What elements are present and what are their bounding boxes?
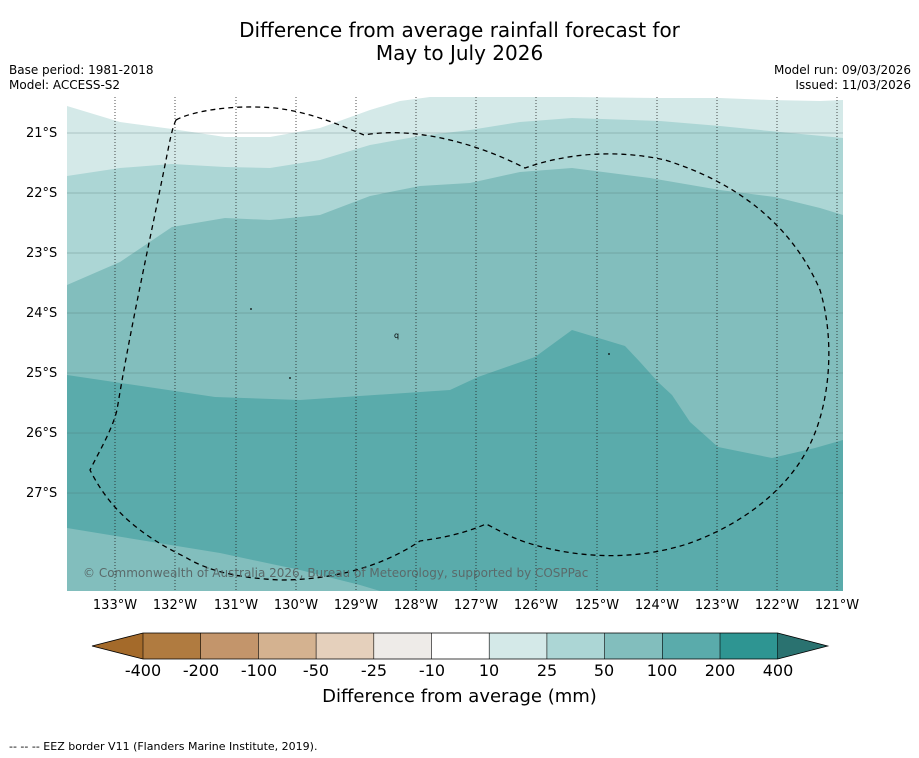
- colorbar-label: -100: [240, 661, 278, 680]
- colorbar-label: -400: [124, 661, 162, 680]
- colorbar-label: 25: [536, 661, 558, 680]
- lon-label-126w: 126°W: [513, 598, 559, 613]
- lat-label-25s: 25°S: [26, 366, 58, 381]
- issued-date: Issued: 11/03/2026: [795, 78, 911, 92]
- lat-label-26s: 26°S: [26, 426, 58, 441]
- colorbar-label: 100: [646, 661, 678, 680]
- colorbar-extend-low: [92, 633, 143, 659]
- colorbar-segment: [662, 633, 721, 659]
- colorbar-extend-high: [777, 633, 828, 659]
- base-period: Base period: 1981-2018: [9, 63, 154, 77]
- lon-label-128w: 128°W: [393, 598, 439, 613]
- lon-label-123w: 123°W: [694, 598, 740, 613]
- eez-footnote: -- -- -- EEZ border V11 (Flanders Marine…: [9, 740, 318, 753]
- model-run: Model run: 09/03/2026: [773, 63, 911, 77]
- colorbar-segment: [258, 633, 317, 659]
- eez-border: [89, 106, 830, 581]
- colorbar-segment: [720, 633, 779, 659]
- lon-label-130w: 130°W: [273, 598, 319, 613]
- colorbar-label: -50: [302, 661, 330, 680]
- lat-label-27s: 27°S: [26, 486, 58, 501]
- lon-label-125w: 125°W: [574, 598, 620, 613]
- colorbar-segment: [546, 633, 606, 659]
- island-label: q: [394, 331, 399, 340]
- colorbar-label: -200: [182, 661, 220, 680]
- island-marks: [250, 308, 610, 379]
- lon-label-133w: 133°W: [92, 598, 138, 613]
- colorbar-segment: [431, 633, 490, 659]
- lat-label-21s: 21°S: [26, 126, 58, 141]
- colorbar-segment: [143, 633, 202, 659]
- colorbar-label: 400: [762, 661, 794, 680]
- meta-right: Model run: 09/03/2026 Issued: 11/03/2026: [774, 63, 911, 93]
- colorbar-segment: [604, 633, 663, 659]
- longitude-gridlines: [114, 97, 838, 591]
- colorbar-label: 200: [704, 661, 736, 680]
- lon-label-131w: 131°W: [213, 598, 259, 613]
- meta-left: Base period: 1981-2018 Model: ACCESS-S2: [9, 63, 154, 93]
- colorbar-segment: [200, 633, 259, 659]
- colorbar-segment: [489, 633, 548, 659]
- copyright-notice: © Commonwealth of Australia 2026, Bureau…: [83, 566, 589, 580]
- chart-title: Difference from average rainfall forecas…: [0, 19, 919, 65]
- colorbar-label: 50: [593, 661, 615, 680]
- latitude-gridlines: [67, 132, 843, 494]
- lon-label-127w: 127°W: [453, 598, 499, 613]
- model-name: Model: ACCESS-S2: [9, 78, 121, 92]
- lon-label-121w: 121°W: [814, 598, 860, 613]
- colorbar: [91, 632, 830, 660]
- colorbar-segment: [316, 633, 375, 659]
- title-line-2: May to July 2026: [375, 41, 544, 65]
- lat-label-22s: 22°S: [26, 186, 58, 201]
- lon-label-132w: 132°W: [152, 598, 198, 613]
- lat-label-24s: 24°S: [26, 306, 58, 321]
- colorbar-label: -10: [418, 661, 446, 680]
- colorbar-label: 10: [478, 661, 500, 680]
- zone-50-100-south: [67, 528, 380, 591]
- lon-label-122w: 122°W: [754, 598, 800, 613]
- colorbar-title: Difference from average (mm): [322, 686, 597, 707]
- lon-label-129w: 129°W: [333, 598, 379, 613]
- colorbar-segment: [373, 633, 432, 659]
- title-line-1: Difference from average rainfall forecas…: [239, 18, 680, 42]
- map-plot: [67, 97, 843, 591]
- zone-neutral: [67, 97, 843, 137]
- colorbar-label: -25: [360, 661, 388, 680]
- lat-label-23s: 23°S: [26, 246, 58, 261]
- lon-label-124w: 124°W: [634, 598, 680, 613]
